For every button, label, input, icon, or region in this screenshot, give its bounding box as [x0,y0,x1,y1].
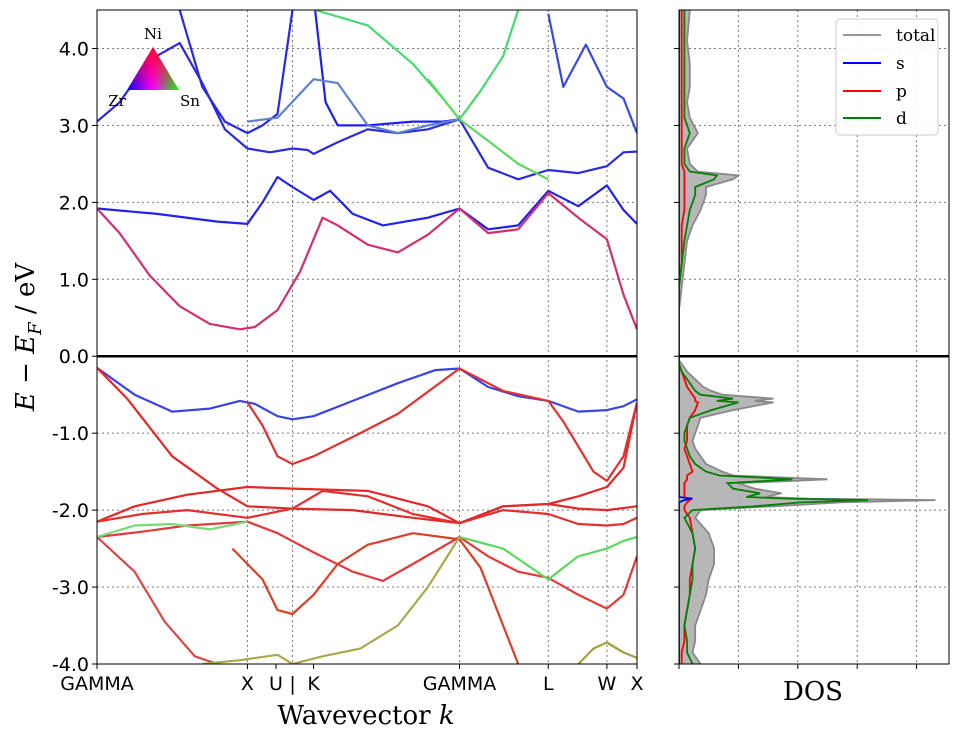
band-gridlines [97,10,637,664]
triangle-label-left: Zr [108,92,126,110]
dos-gridlines [679,10,949,664]
band-line-9 [246,367,637,482]
band-line-4 [97,175,637,231]
dos-plot-frame [678,9,950,665]
dos-ticks [674,47,918,669]
dos-total-fill [679,10,936,664]
dos-total-line [679,10,936,664]
band-line-11 [97,520,637,610]
x-tick-label: | [289,673,295,695]
legend-label-p: p [896,82,907,102]
band-y-ticks: -4.0 -3.0 -2.0 -1.0 0.0 1.0 2.0 3.0 4.0 [52,38,97,676]
y-tick-label: -4.0 [52,654,89,676]
band-line-5 [97,192,637,331]
legend-label-d: d [896,109,907,129]
y-tick-label: 0.0 [59,346,89,368]
y-tick-label: -1.0 [52,423,89,445]
x-tick-label: GAMMA [60,673,134,695]
x-tick-label: L [543,673,554,695]
band-line-17 [97,520,248,539]
band-line-19 [314,10,520,121]
y-tick-label: 1.0 [59,269,89,291]
projection-triangle-legend: Ni Zr Sn [108,25,200,110]
projection-triangle-overlay [127,47,179,90]
y-tick-label: -2.0 [52,500,89,522]
y-tick-label: 4.0 [59,38,89,60]
dos-d-line [679,10,869,664]
band-line-6 [97,366,637,421]
band-line-16 [577,641,637,664]
y-axis-title: E − EF / eV [11,262,46,412]
band-line-10 [97,489,637,527]
x-tick-label: K [307,673,320,695]
dos-curves [679,10,936,664]
band-line-1 [178,10,294,135]
y-tick-label: 2.0 [59,192,89,214]
dos-p-line [679,10,700,664]
dos-legend: total s p d [835,18,939,136]
legend-label-s: s [896,54,905,74]
band-line-18 [459,535,637,581]
x-tick-label: GAMMA [423,673,497,695]
dos-x-axis-title: DOS [783,677,843,707]
band-line-13 [231,532,520,664]
band-line-20 [427,78,549,181]
y-tick-label: 3.0 [59,115,89,137]
band-line-21 [247,78,460,135]
x-axis-title: Wavevector k [277,701,454,731]
x-tick-label: X [241,673,254,695]
band-line-14 [202,653,294,664]
x-tick-label: W [598,673,617,695]
band-line-0 [97,42,637,181]
band-line-2 [314,10,460,127]
triangle-label-top: Ni [144,25,162,43]
band-line-8 [97,485,637,525]
triangle-label-right: Sn [180,92,200,110]
y-tick-label: -3.0 [52,577,89,599]
legend-label-total: total [896,26,935,46]
band-x-ticks: GAMMA X U | K GAMMA L W X [60,664,644,695]
band-line-7 [97,367,637,525]
band-line-3 [547,13,637,134]
x-tick-label: X [630,673,643,695]
x-tick-label: U [269,673,283,695]
band-line-12 [97,536,218,664]
band-curves [97,10,637,664]
band-plot-frame [96,9,638,665]
band-line-15 [292,536,461,664]
dos-legend-box [835,18,939,136]
